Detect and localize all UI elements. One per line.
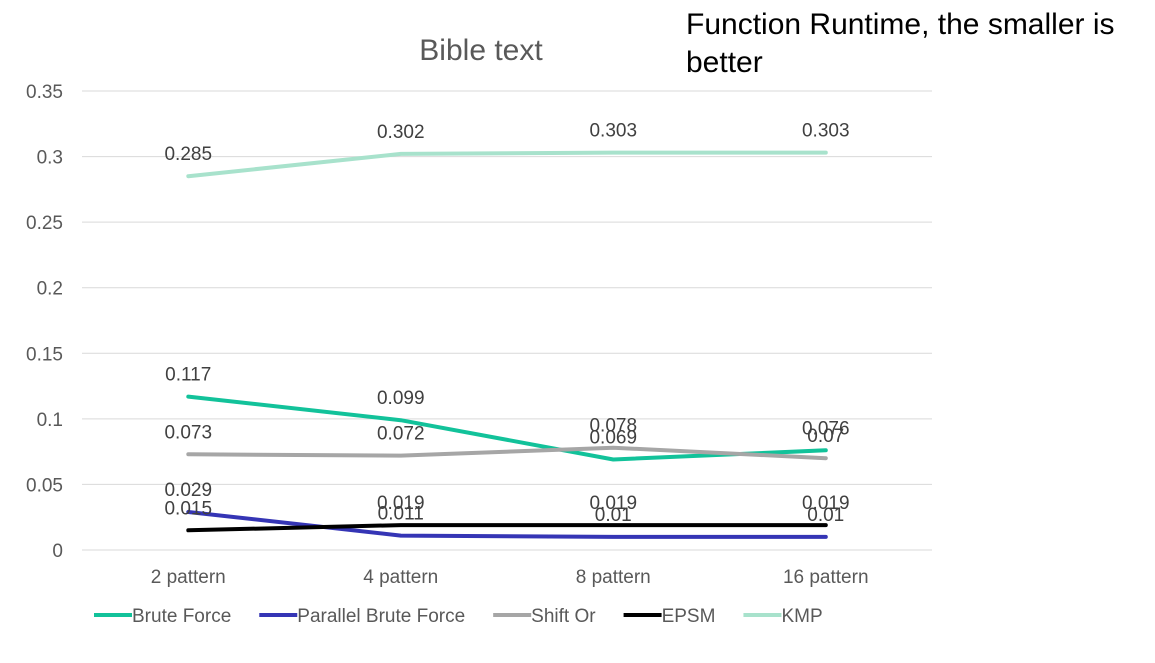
series-line [186, 510, 828, 539]
data-label: 0.303 [802, 121, 850, 142]
y-tick-label: 0.05 [26, 475, 63, 496]
x-tick-label: 2 pattern [151, 567, 226, 588]
legend-label: KMP [781, 606, 822, 627]
data-label: 0.302 [377, 122, 425, 143]
data-label: 0.072 [377, 424, 425, 445]
data-label: 0.117 [165, 365, 211, 386]
data-label: 0.303 [589, 121, 637, 142]
slide-title: Function Runtime, the smaller is better [686, 8, 1115, 79]
data-label: 0.015 [164, 498, 212, 519]
y-tick-label: 0.15 [26, 344, 63, 365]
data-label: 0.073 [164, 422, 212, 443]
y-axis-ticks: 0 0.05 0.1 0.15 0.2 0.25 0.3 0.35 [26, 82, 63, 562]
x-tick-label: 4 pattern [363, 567, 438, 588]
series-line [186, 445, 828, 461]
data-label: 0.019 [377, 493, 425, 514]
legend-item: Brute Force [94, 606, 231, 627]
x-axis-ticks: 2 pattern 4 pattern 8 pattern 16 pattern [151, 567, 869, 588]
y-tick-label: 0.2 [37, 279, 63, 300]
legend-item: KMP [743, 606, 823, 627]
legend-item: EPSM [623, 606, 716, 627]
data-label: 0.019 [802, 493, 850, 514]
data-label: 0.019 [589, 493, 637, 514]
series-line [186, 523, 828, 533]
legend-label: Brute Force [132, 606, 231, 627]
data-label: 0.285 [164, 144, 212, 165]
data-label: 0.01 [595, 505, 632, 526]
data-label: 0.07 [807, 426, 844, 447]
y-tick-label: 0.35 [26, 82, 63, 103]
data-label: 0.099 [377, 388, 425, 409]
legend-label: Shift Or [531, 606, 596, 627]
data-label: 0.029 [164, 480, 212, 501]
y-tick-label: 0 [52, 541, 63, 562]
x-tick-label: 16 pattern [783, 567, 869, 588]
data-label: 0.069 [589, 428, 637, 449]
legend-item: Parallel Brute Force [259, 606, 465, 627]
legend-label: EPSM [662, 606, 716, 627]
y-tick-label: 0.3 [37, 148, 63, 169]
data-label: 0.011 [378, 504, 424, 525]
y-tick-label: 0.1 [37, 410, 63, 431]
legend-item: Shift Or [493, 606, 596, 627]
chart-title: Bible text [419, 34, 543, 67]
legend: Brute Force Parallel Brute Force Shift Or E… [94, 606, 823, 627]
y-tick-label: 0.25 [26, 213, 63, 234]
data-label: 0.076 [802, 418, 850, 439]
legend-label: Parallel Brute Force [297, 606, 465, 627]
series-line [186, 150, 828, 179]
x-tick-label: 8 pattern [576, 567, 651, 588]
data-label: 0.01 [807, 505, 844, 526]
data-label: 0.078 [589, 416, 637, 437]
series-lines [186, 150, 828, 539]
gridlines [82, 90, 932, 551]
